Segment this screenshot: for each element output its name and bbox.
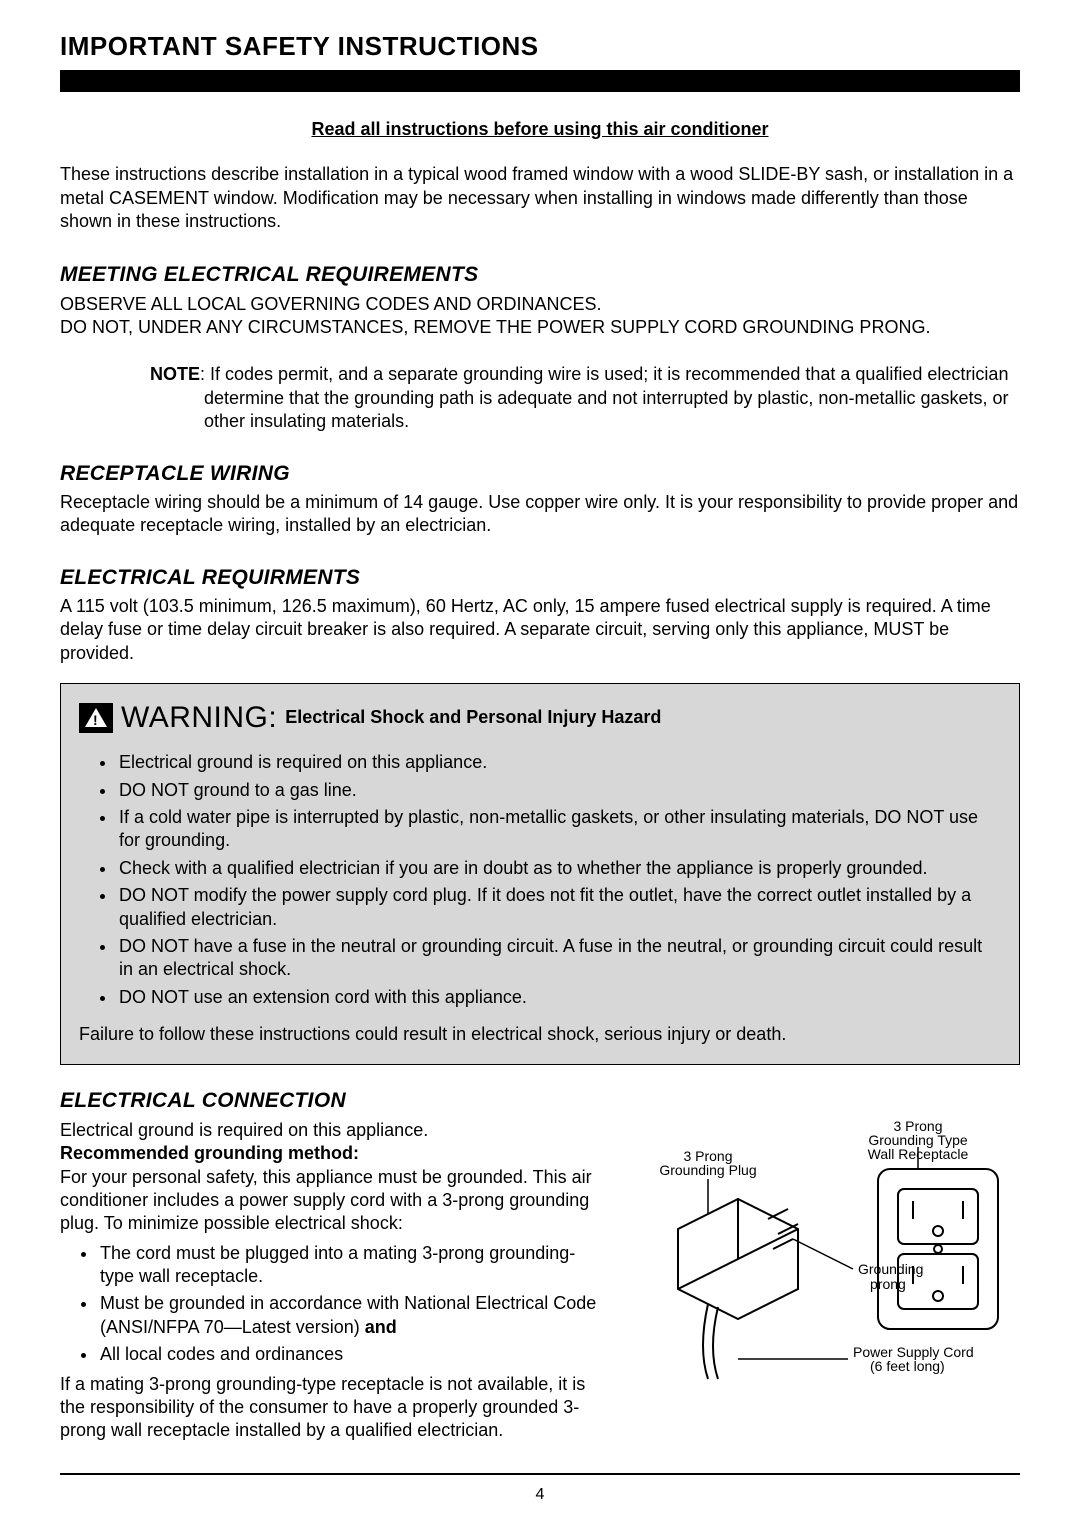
connection-after: If a mating 3-prong grounding-type recep… [60, 1373, 607, 1443]
rec-method-text: For your personal safety, this appliance… [60, 1166, 607, 1236]
list-item: If a cold water pipe is interrupted by p… [117, 806, 1001, 853]
title-rule [60, 70, 1020, 92]
list-item: Check with a qualified electrician if yo… [117, 857, 1001, 880]
elecreq-text: A 115 volt (103.5 minimum, 126.5 maximum… [60, 595, 1020, 665]
svg-text:Grounding: Grounding [858, 1261, 923, 1277]
list-item: Must be grounded in accordance with Nati… [98, 1292, 607, 1339]
rec-method-label: Recommended grounding method: [60, 1142, 607, 1165]
svg-text:(6 feet long): (6 feet long) [870, 1358, 945, 1374]
meeting-heading: MEETING ELECTRICAL REQUIREMENTS [60, 261, 1020, 288]
svg-text:Grounding Plug: Grounding Plug [660, 1162, 757, 1178]
warning-bullets: Electrical ground is required on this ap… [117, 751, 1001, 1009]
list-item: All local codes and ordinances [98, 1343, 607, 1366]
list-item: DO NOT modify the power supply cord plug… [117, 884, 1001, 931]
list-item: Electrical ground is required on this ap… [117, 751, 1001, 774]
warning-word: WARNING: [121, 698, 277, 737]
meeting-line1: OBSERVE ALL LOCAL GOVERNING CODES AND OR… [60, 293, 1020, 316]
note-block: NOTE: If codes permit, and a separate gr… [150, 363, 1020, 433]
connection-heading: ELECTRICAL CONNECTION [60, 1087, 1020, 1114]
warning-box: WARNING: Electrical Shock and Personal I… [60, 683, 1020, 1065]
elecreq-heading: ELECTRICAL REQUIRMENTS [60, 564, 1020, 591]
list-item: The cord must be plugged into a mating 3… [98, 1242, 607, 1289]
note-text: : If codes permit, and a separate ground… [200, 364, 1008, 431]
receptacle-heading: RECEPTACLE WIRING [60, 460, 1020, 487]
page-number: 4 [536, 1486, 545, 1503]
note-label: NOTE [150, 364, 200, 384]
receptacle-text: Receptacle wiring should be a minimum of… [60, 491, 1020, 538]
list-item: DO NOT ground to a gas line. [117, 779, 1001, 802]
page-title: IMPORTANT SAFETY INSTRUCTIONS [60, 30, 1020, 64]
intro-paragraph: These instructions describe installation… [60, 163, 1020, 233]
list-item: DO NOT have a fuse in the neutral or gro… [117, 935, 1001, 982]
warning-icon [79, 703, 113, 733]
connection-bullets: The cord must be plugged into a mating 3… [98, 1242, 607, 1367]
warning-subtitle: Electrical Shock and Personal Injury Haz… [285, 706, 661, 729]
warning-footer: Failure to follow these instructions cou… [79, 1023, 1001, 1046]
meeting-line2: DO NOT, UNDER ANY CIRCUMSTANCES, REMOVE … [60, 316, 1020, 339]
warning-header: WARNING: Electrical Shock and Personal I… [79, 698, 1001, 737]
svg-text:prong: prong [870, 1276, 906, 1292]
grounding-diagram: 3 Prong Grounding Type Wall Receptacle 3… [618, 1119, 1018, 1399]
list-item: DO NOT use an extension cord with this a… [117, 986, 1001, 1009]
page-footer: 4 [60, 1473, 1020, 1506]
read-all-heading: Read all instructions before using this … [60, 118, 1020, 141]
connection-line1: Electrical ground is required on this ap… [60, 1119, 607, 1142]
svg-text:Wall Receptacle: Wall Receptacle [868, 1146, 969, 1162]
